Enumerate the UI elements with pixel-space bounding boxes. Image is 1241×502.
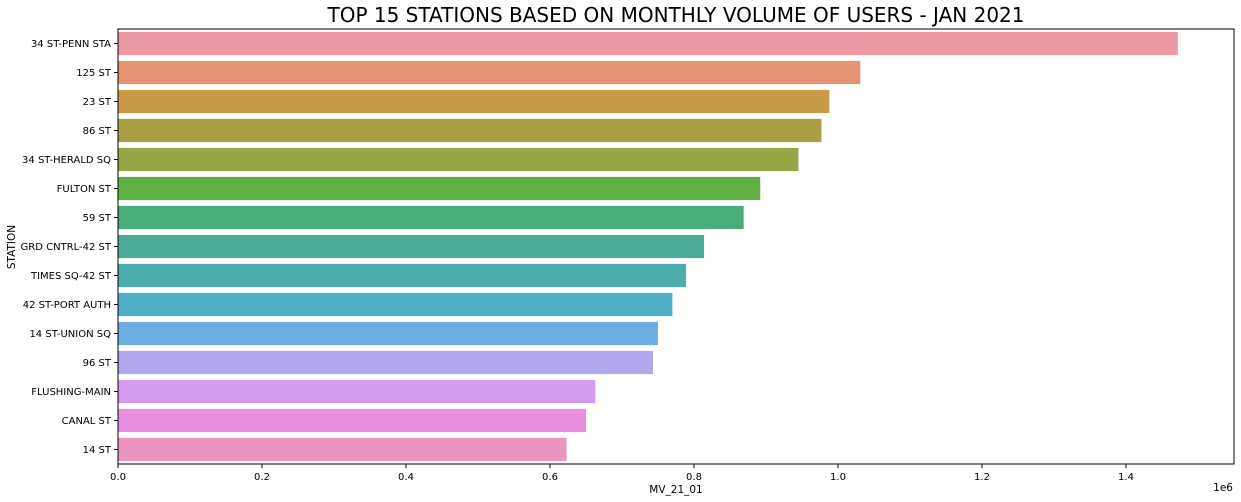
- bar-flushing-main: [118, 379, 596, 404]
- y-tick-label: 14 ST: [83, 445, 112, 456]
- bar-59-st: [118, 205, 744, 230]
- x-tick-label: 0.2: [254, 472, 270, 483]
- bar-34-st-herald-sq: [118, 147, 799, 172]
- y-tick-label: 23 ST: [83, 97, 112, 108]
- y-tick-label: FULTON ST: [57, 184, 112, 195]
- x-tick-label: 1.0: [830, 472, 846, 483]
- y-tick-label: 96 ST: [83, 358, 112, 369]
- y-tick-label: 14 ST-UNION SQ: [29, 329, 111, 340]
- y-tick-label: 34 ST-HERALD SQ: [22, 155, 111, 166]
- bar-23-st: [118, 89, 830, 114]
- y-tick-label: 34 ST-PENN STA: [31, 39, 111, 50]
- bar-14-st: [118, 437, 567, 462]
- y-tick-label: 59 ST: [83, 213, 112, 224]
- x-axis: 0.0 0.2 0.4 0.6 0.8 1.0 1.2 1.4: [110, 464, 1134, 483]
- y-axis-label: STATION: [6, 225, 18, 269]
- bar-fulton-st: [118, 176, 761, 201]
- bar-42-st-port-auth: [118, 292, 673, 317]
- x-tick-label: 0.0: [110, 472, 126, 483]
- y-axis: 34 ST-PENN STA 125 ST 23 ST 86 ST 34 ST-HERA…: [21, 39, 118, 456]
- x-tick-label: 0.4: [398, 472, 414, 483]
- bar-canal-st: [118, 408, 586, 433]
- bar-14-st-union-sq: [118, 321, 658, 346]
- x-tick-label: 0.8: [686, 472, 702, 483]
- chart-title: TOP 15 STATIONS BASED ON MONTHLY VOLUME …: [326, 3, 1024, 27]
- x-axis-label: MV_21_01: [649, 484, 702, 496]
- x-tick-label: 1.4: [1118, 472, 1134, 483]
- bar-times-sq-42-st: [118, 263, 687, 288]
- bar-96-st: [118, 350, 653, 375]
- y-tick-label: FLUSHING-MAIN: [31, 387, 111, 398]
- y-tick-label: TIMES SQ-42 ST: [30, 271, 112, 282]
- x-tick-label: 1.2: [974, 472, 990, 483]
- y-tick-label: CANAL ST: [62, 416, 112, 427]
- x-tick-label: 0.6: [542, 472, 558, 483]
- x-axis-scale-label: 1e6: [1213, 482, 1233, 494]
- y-tick-label: GRD CNTRL-42 ST: [21, 242, 112, 253]
- bar-86-st: [118, 118, 822, 143]
- y-tick-label: 125 ST: [76, 68, 112, 79]
- bar-grd-cntrl-42-st: [118, 234, 705, 259]
- bar-125-st: [118, 60, 861, 85]
- y-tick-label: 86 ST: [83, 126, 112, 137]
- bars: [118, 31, 1178, 462]
- bar-34-st-penn-sta: [118, 31, 1178, 56]
- y-tick-label: 42 ST-PORT AUTH: [23, 300, 111, 311]
